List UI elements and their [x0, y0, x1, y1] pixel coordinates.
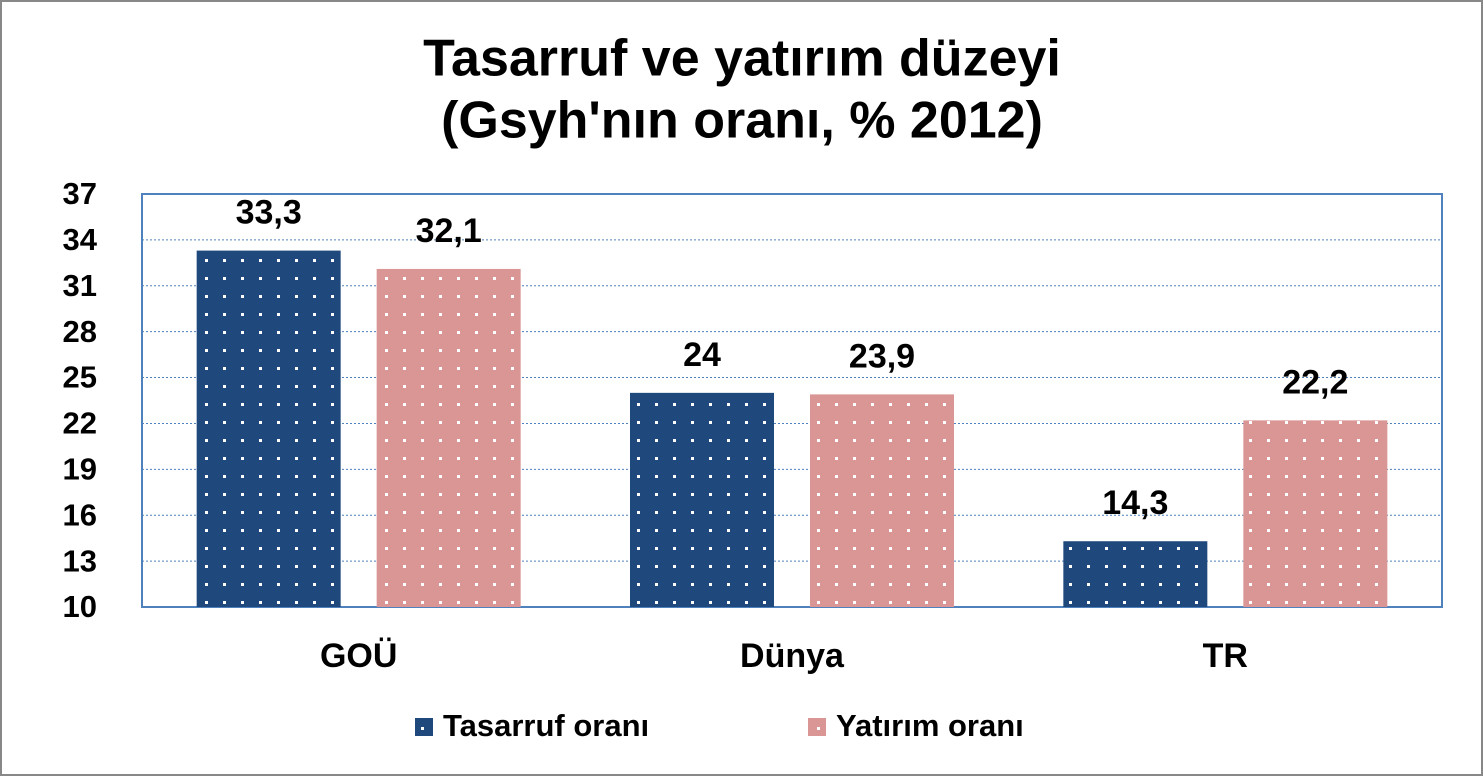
y-tick-label: 22 [63, 406, 97, 441]
y-tick-label: 31 [63, 268, 97, 303]
value-label: 14,3 [1102, 484, 1168, 522]
y-tick-label: 16 [63, 497, 97, 532]
bar-pattern [630, 392, 774, 607]
legend-label: Yatırım oranı [836, 708, 1024, 743]
legend-swatch-pattern [808, 718, 826, 736]
value-label: 22,2 [1282, 363, 1348, 401]
bar-pattern [1243, 420, 1388, 607]
bar-pattern [1063, 541, 1208, 607]
bar-pattern [810, 394, 954, 607]
x-tick-label: GOÜ [320, 637, 397, 675]
x-tick-label: TR [1203, 637, 1248, 675]
y-tick-label: 37 [63, 176, 97, 211]
plot-border [141, 193, 1443, 608]
y-tick-label: 34 [63, 222, 98, 257]
value-label: 33,3 [236, 194, 302, 232]
y-tick-label: 28 [63, 314, 97, 349]
value-label: 32,1 [416, 212, 482, 250]
legend-label: Tasarruf oranı [443, 708, 649, 743]
chart-title: Tasarruf ve yatırım düzeyi [423, 30, 1061, 88]
bar-pattern [376, 268, 521, 607]
bar-pattern [196, 250, 341, 607]
x-tick-label: Dünya [740, 637, 845, 675]
value-label: 24 [683, 336, 721, 374]
y-tick-label: 19 [63, 452, 97, 487]
y-tick-label: 13 [63, 543, 97, 578]
y-tick-label: 25 [63, 360, 97, 395]
y-tick-label: 10 [63, 589, 97, 624]
value-label: 23,9 [849, 337, 915, 375]
chart-title: (Gsyh'nın oranı, % 2012) [441, 92, 1043, 150]
legend-swatch-pattern [415, 718, 433, 736]
